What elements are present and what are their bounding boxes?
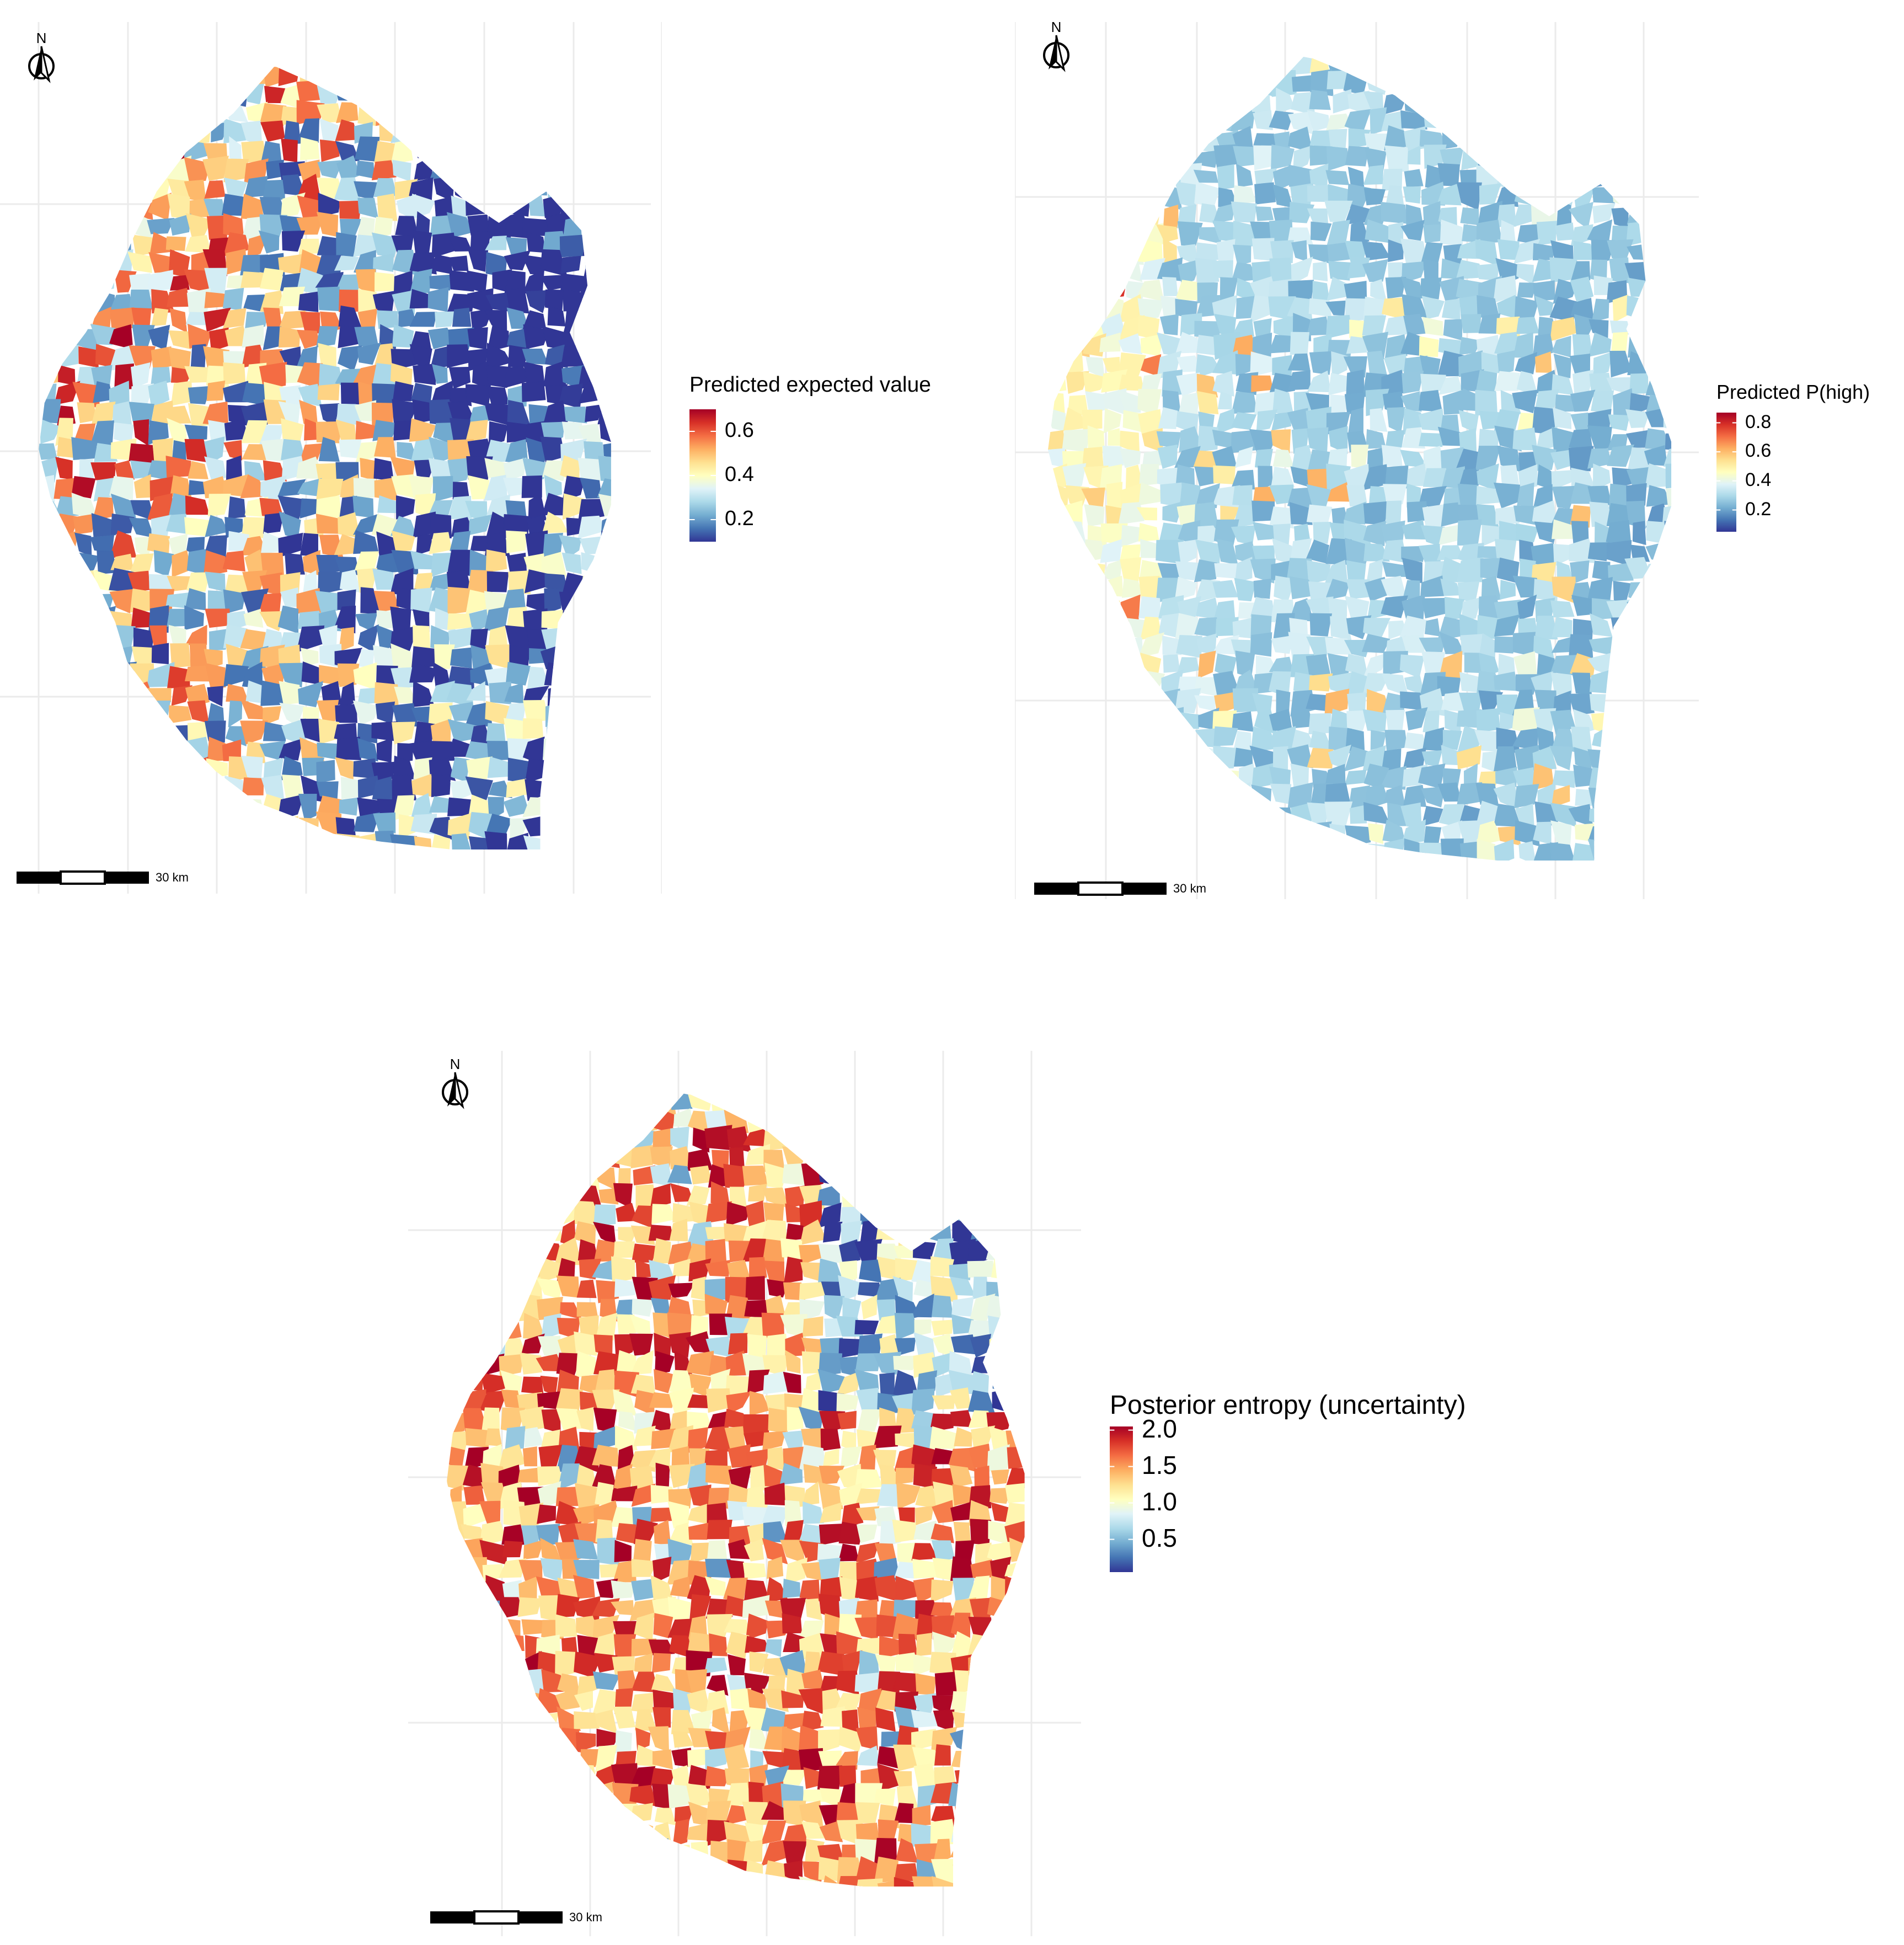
choropleth-map-expected: N 30 km: [0, 22, 662, 894]
map-panel-p-high: N 30 km Predicted P(high) 0.8 0.6 0.4 0.2: [1015, 0, 1904, 905]
legend-p-high: Predicted P(high) 0.8 0.6 0.4 0.2: [1716, 381, 1904, 546]
scale-bar: 30 km: [17, 870, 189, 885]
scale-bar-label: 30 km: [569, 1910, 602, 1924]
map-panel-expected: N 30 km Predicted expected value 0.6 0.4 0.…: [0, 0, 993, 905]
legend-title: Predicted expected value: [689, 373, 931, 397]
legend-tick-label: 0.6: [1745, 440, 1772, 462]
legend-tick-label: 0.5: [1142, 1524, 1177, 1553]
scale-bar-label: 30 km: [1173, 881, 1206, 895]
choropleth-map-entropy: N 30 km: [408, 1051, 1081, 1936]
north-label: N: [36, 30, 47, 46]
legend-colorbar: [1716, 413, 1736, 532]
legend-tick-label: 1.0: [1142, 1487, 1177, 1516]
district-polygons: [39, 66, 611, 849]
legend-title: Predicted P(high): [1716, 381, 1870, 403]
legend-tick-label: 0.4: [1745, 469, 1772, 491]
legend-tick-label: 0.8: [1745, 411, 1772, 432]
legend-tick-label: 0.2: [1745, 498, 1772, 520]
legend-tick-label: 1.5: [1142, 1451, 1177, 1480]
legend-tick-label: 0.4: [725, 463, 754, 487]
north-arrow-icon: N: [1043, 19, 1069, 72]
map-panel-entropy: N 30 km Posterior entropy (uncertainty) 2…: [408, 1026, 1511, 1942]
legend-expected: Predicted expected value 0.6 0.4 0.2: [689, 373, 987, 555]
north-arrow-icon: N: [28, 30, 55, 83]
north-label: N: [1051, 19, 1062, 35]
legend-tick-label: 0.6: [725, 419, 754, 442]
district-polygons: [1048, 55, 1672, 861]
legend-tick-label: 2.0: [1142, 1414, 1177, 1444]
scale-bar: 30 km: [1034, 881, 1206, 896]
legend-title: Posterior entropy (uncertainty): [1110, 1391, 1466, 1420]
legend-entropy: Posterior entropy (uncertainty) 2.0 1.5 1.…: [1110, 1390, 1496, 1572]
north-label: N: [450, 1056, 461, 1072]
legend-tick-label: 0.2: [725, 507, 754, 531]
legend-colorbar: [689, 409, 716, 542]
choropleth-map-p-high: N 30 km: [1015, 19, 1699, 899]
district-polygons: [447, 1092, 1025, 1887]
legend-colorbar: [1110, 1426, 1133, 1572]
scale-bar-label: 30 km: [156, 870, 189, 884]
scale-bar: 30 km: [430, 1910, 602, 1925]
north-arrow-icon: N: [442, 1056, 468, 1109]
